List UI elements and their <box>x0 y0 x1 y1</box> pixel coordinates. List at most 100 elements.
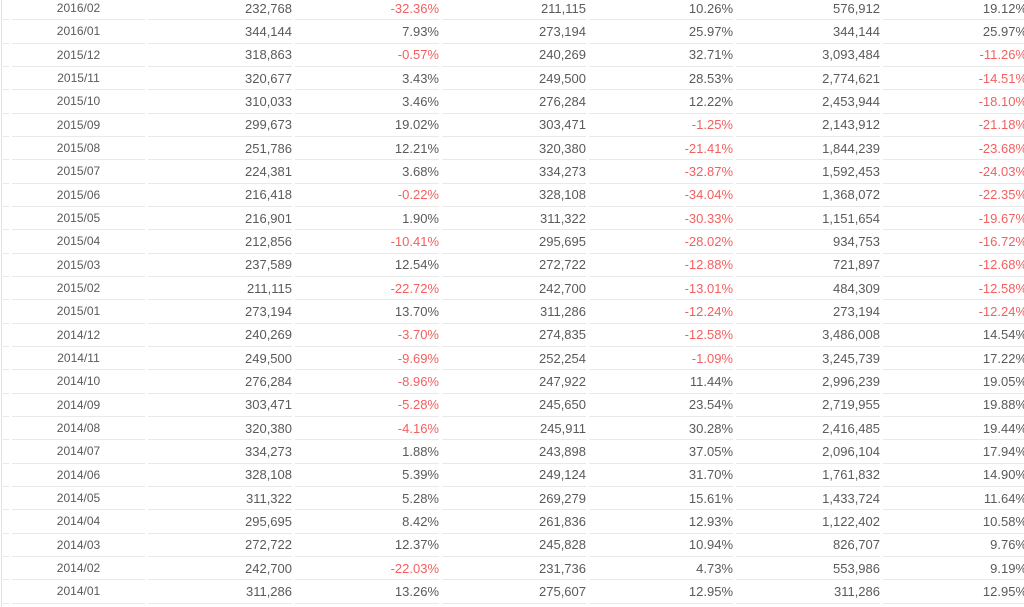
percent-cell: 5.39% <box>295 464 439 487</box>
value-cell: 2,996,239 <box>736 370 880 394</box>
value-cell: 310,033 <box>148 90 292 114</box>
month-cell: 2015/11 <box>12 67 145 91</box>
percent-cell: -22.03% <box>295 557 439 581</box>
spacer-cell <box>3 160 9 184</box>
value-cell: 328,108 <box>148 464 292 487</box>
percent-cell: -3.70% <box>295 324 439 347</box>
table-row: 2015/10 310,033 3.46% 276,284 12.22% 2,453,94… <box>3 90 1024 114</box>
percent-cell: -32.36% <box>295 0 439 21</box>
spacer-cell <box>3 417 9 441</box>
percent-cell: -12.58% <box>589 324 733 347</box>
percent-cell: 8.42% <box>295 510 439 534</box>
percent-cell: 4.73% <box>589 557 733 581</box>
value-cell: 273,194 <box>442 20 586 44</box>
percent-cell: 11.44% <box>589 370 733 394</box>
value-cell: 334,273 <box>148 440 292 464</box>
value-cell: 320,380 <box>442 137 586 161</box>
month-cell: 2015/09 <box>12 114 145 137</box>
percent-cell: -4.16% <box>295 417 439 441</box>
table-row: 2014/07 334,273 1.88% 243,898 37.05% 2,096,10… <box>3 440 1024 464</box>
percent-cell: 32.71% <box>589 44 733 67</box>
percent-cell: -14.51% <box>883 67 1024 91</box>
month-cell: 2014/08 <box>12 417 145 441</box>
spacer-cell <box>3 137 9 161</box>
percent-cell: 12.21% <box>295 137 439 161</box>
value-cell: 311,322 <box>442 207 586 231</box>
percent-cell: 19.05% <box>883 370 1024 394</box>
percent-cell: 25.97% <box>589 20 733 44</box>
table-row: 2015/01 273,194 13.70% 311,286 -12.24% 273,19… <box>3 300 1024 324</box>
percent-cell: 17.94% <box>883 440 1024 464</box>
spacer-cell <box>3 254 9 277</box>
percent-cell: 3.68% <box>295 160 439 184</box>
table-row: 2014/12 240,269 -3.70% 274,835 -12.58% 3,486,… <box>3 324 1024 347</box>
percent-cell: -0.57% <box>295 44 439 67</box>
value-cell: 242,700 <box>442 277 586 301</box>
value-cell: 295,695 <box>442 230 586 254</box>
table-row: 2014/08 320,380 -4.16% 245,911 30.28% 2,416,4… <box>3 417 1024 441</box>
percent-cell: -12.88% <box>589 254 733 277</box>
table-row: 2014/01 311,286 13.26% 275,607 12.95% 311,286… <box>3 580 1024 604</box>
percent-cell: 30.28% <box>589 417 733 441</box>
percent-cell: 13.70% <box>295 300 439 324</box>
month-cell: 2014/06 <box>12 464 145 487</box>
value-cell: 320,380 <box>148 417 292 441</box>
percent-cell: 1.88% <box>295 440 439 464</box>
table-row: 2015/07 224,381 3.68% 334,273 -32.87% 1,592,4… <box>3 160 1024 184</box>
percent-cell: 19.02% <box>295 114 439 137</box>
value-cell: 273,194 <box>736 300 880 324</box>
value-cell: 3,245,739 <box>736 347 880 371</box>
spacer-cell <box>3 487 9 511</box>
value-cell: 252,254 <box>442 347 586 371</box>
table-row: 2015/12 318,863 -0.57% 240,269 32.71% 3,093,4… <box>3 44 1024 67</box>
table-row: 2015/05 216,901 1.90% 311,322 -30.33% 1,151,6… <box>3 207 1024 231</box>
percent-cell: -23.68% <box>883 137 1024 161</box>
value-cell: 1,592,453 <box>736 160 880 184</box>
value-cell: 240,269 <box>148 324 292 347</box>
table-row: 2015/02 211,115 -22.72% 242,700 -13.01% 484,3… <box>3 277 1024 301</box>
spacer-cell <box>3 0 9 21</box>
percent-cell: 12.93% <box>589 510 733 534</box>
spacer-cell <box>3 557 9 581</box>
month-cell: 2016/01 <box>12 20 145 44</box>
value-cell: 216,418 <box>148 184 292 207</box>
percent-cell: -21.41% <box>589 137 733 161</box>
table-row: 2015/11 320,677 3.43% 249,500 28.53% 2,774,62… <box>3 67 1024 91</box>
value-cell: 274,835 <box>442 324 586 347</box>
percent-cell: 11.64% <box>883 487 1024 511</box>
percent-cell: 25.97% <box>883 20 1024 44</box>
table-body: 2016/02 232,768 -32.36% 211,115 10.26% 576,91… <box>3 0 1024 604</box>
percent-cell: 7.93% <box>295 20 439 44</box>
percent-cell: -30.33% <box>589 207 733 231</box>
value-cell: 243,898 <box>442 440 586 464</box>
month-cell: 2014/09 <box>12 394 145 417</box>
value-cell: 1,151,654 <box>736 207 880 231</box>
percent-cell: -12.68% <box>883 254 1024 277</box>
percent-cell: -13.01% <box>589 277 733 301</box>
value-cell: 272,722 <box>148 534 292 557</box>
table-row: 2015/03 237,589 12.54% 272,722 -12.88% 721,89… <box>3 254 1024 277</box>
value-cell: 295,695 <box>148 510 292 534</box>
percent-cell: 3.43% <box>295 67 439 91</box>
spacer-cell <box>3 324 9 347</box>
spacer-cell <box>3 207 9 231</box>
month-cell: 2015/01 <box>12 300 145 324</box>
value-cell: 320,677 <box>148 67 292 91</box>
spacer-cell <box>3 580 9 604</box>
value-cell: 249,500 <box>442 67 586 91</box>
spacer-cell <box>3 277 9 301</box>
spacer-cell <box>3 464 9 487</box>
month-cell: 2015/03 <box>12 254 145 277</box>
percent-cell: 17.22% <box>883 347 1024 371</box>
percent-cell: 13.26% <box>295 580 439 604</box>
value-cell: 212,856 <box>148 230 292 254</box>
value-cell: 826,707 <box>736 534 880 557</box>
value-cell: 1,433,724 <box>736 487 880 511</box>
value-cell: 318,863 <box>148 44 292 67</box>
value-cell: 1,844,239 <box>736 137 880 161</box>
percent-cell: -22.72% <box>295 277 439 301</box>
value-cell: 269,279 <box>442 487 586 511</box>
percent-cell: 31.70% <box>589 464 733 487</box>
value-cell: 211,115 <box>442 0 586 21</box>
